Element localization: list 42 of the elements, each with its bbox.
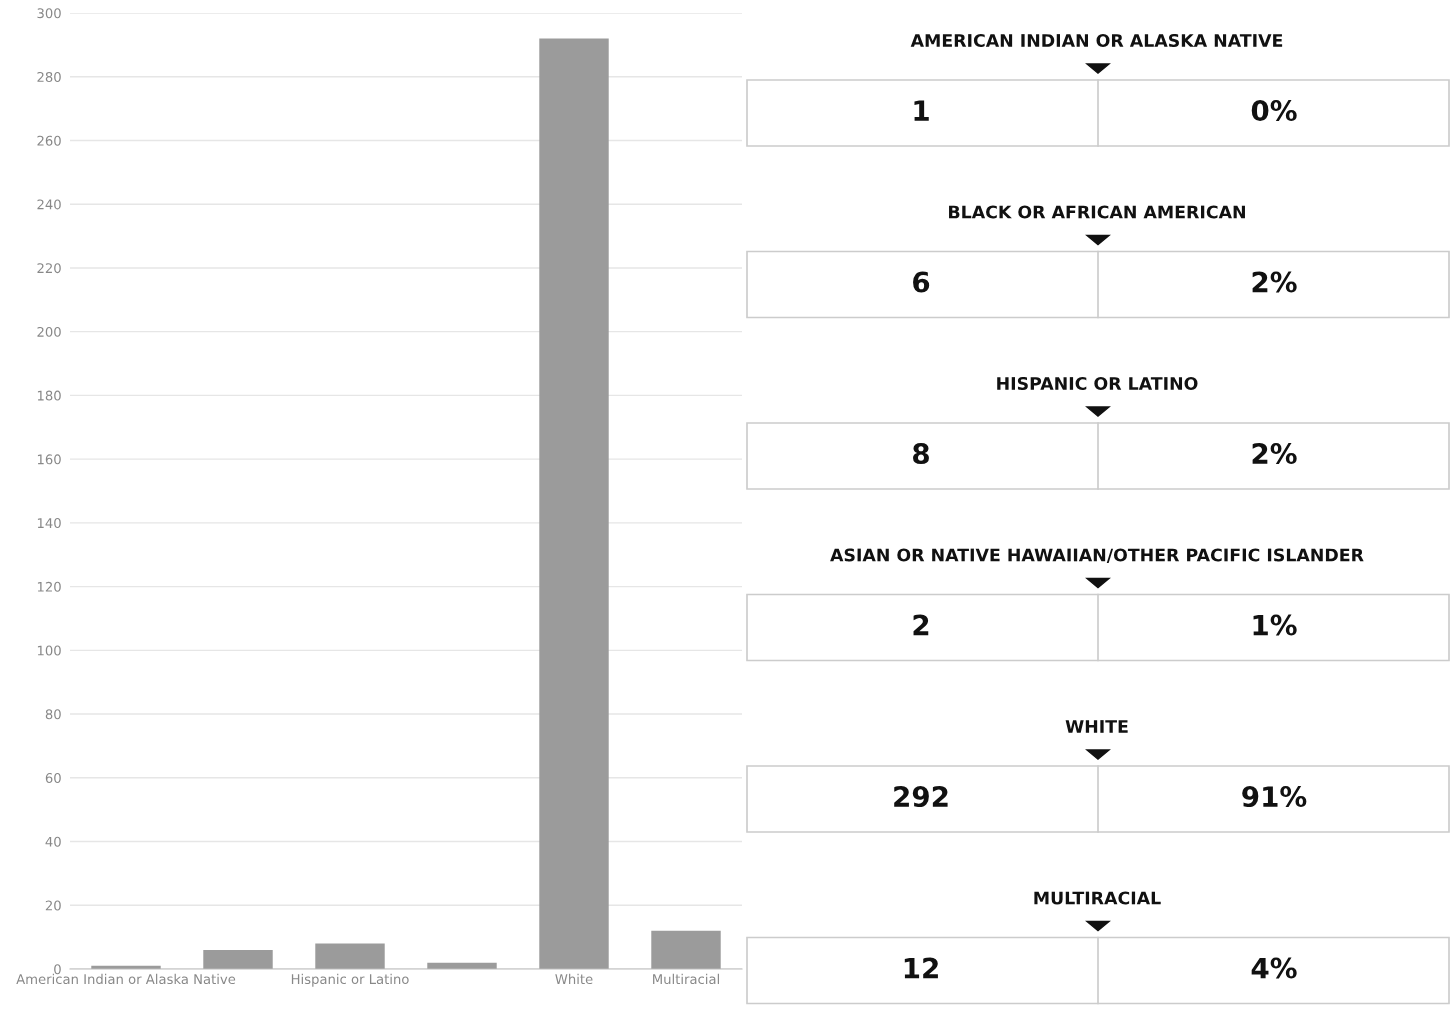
data-label: 6 [913, 271, 930, 293]
category-label: WHITE [1065, 720, 1128, 733]
category-label: HISPANIC OR LATINO [997, 376, 1198, 391]
y-tick-label: 100 [37, 645, 61, 656]
y-tick-label: 60 [45, 773, 61, 783]
data-label: 292 [894, 786, 948, 808]
y-tick-label: 260 [37, 135, 61, 146]
y-tick-label: 0 [54, 964, 61, 975]
y-tick-label: 120 [37, 581, 61, 592]
x-tick-label: American Indian or Alaska Native [16, 973, 236, 985]
x-tick-label: White [555, 973, 593, 985]
bar [651, 930, 721, 969]
data-label: 91% [1242, 786, 1307, 808]
y-tick-label: 20 [45, 900, 61, 911]
y-tick-label: 220 [37, 263, 61, 274]
category-label: ASIAN OR NATIVE HAWAIIAN/OTHER PACIFIC ISLANDER [830, 548, 1364, 563]
bar [539, 38, 609, 969]
category-label: AMERICAN INDIAN OR ALASKA NATIVE [910, 33, 1283, 48]
data-label: 2% [1252, 443, 1297, 465]
data-label: 12 [904, 957, 938, 979]
category-label: BLACK OR AFRICAN AMERICAN [949, 205, 1245, 219]
y-tick-label: 80 [45, 709, 61, 720]
y-tick-label: 160 [37, 454, 61, 465]
y-tick-label: 280 [37, 71, 61, 82]
y-tick-label: 180 [37, 390, 61, 401]
y-tick-label: 40 [45, 836, 61, 847]
bar [203, 949, 273, 969]
x-tick-label: Multiracial [653, 973, 719, 985]
y-tick-label: 140 [37, 518, 61, 529]
data-label: 0% [1251, 100, 1297, 122]
data-label: 2% [1252, 271, 1297, 293]
data-label: 8 [913, 443, 929, 465]
data-label: 2 [913, 614, 929, 636]
data-label: 1 [914, 100, 929, 121]
y-tick-label: 240 [37, 199, 61, 210]
category-label: MULTIRACIAL [1034, 891, 1161, 905]
x-tick-label: Hispanic or Latino [291, 973, 409, 987]
bar [315, 943, 385, 969]
data-label: 1% [1253, 614, 1297, 636]
y-tick-label: 300 [37, 8, 61, 19]
data-label: 4% [1251, 957, 1297, 979]
y-tick-label: 200 [37, 326, 61, 337]
